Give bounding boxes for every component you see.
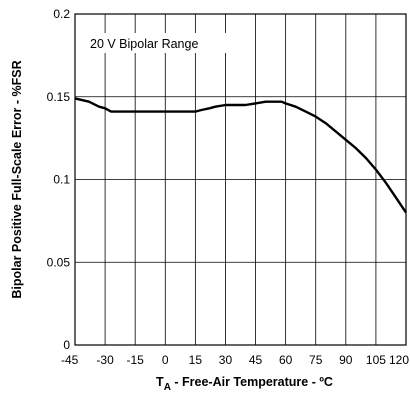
y-axis-title: Bipolar Positive Full-Scale Error - %FSR [10, 60, 24, 298]
x-tick-label: 60 [279, 353, 293, 367]
x-tick-label: 105 [366, 353, 386, 367]
series-layer [74, 97, 407, 214]
x-axis-title-subscript: A [164, 382, 171, 393]
x-tick-label: 0 [162, 353, 169, 367]
x-tick-label: 30 [219, 353, 233, 367]
plot-frame [74, 13, 407, 346]
y-tick-labels: 0 0.05 0.1 0.15 0.2 [47, 7, 71, 352]
x-axis-title-rest: - Free-Air Temperature - ºC [171, 375, 333, 389]
y-tick-label: 0.2 [53, 7, 70, 21]
x-tick-label: 120 [389, 353, 409, 367]
x-tick-label: -15 [127, 353, 145, 367]
series-line [74, 97, 407, 214]
annotation-label: 20 V Bipolar Range [90, 37, 198, 51]
x-tick-label: 15 [189, 353, 203, 367]
y-tick-label: 0.05 [47, 255, 71, 269]
x-tick-label: -45 [61, 353, 79, 367]
annotation-background [84, 33, 236, 53]
y-tick-label: 0 [63, 338, 70, 352]
x-tick-labels: -45 -30 -15 0 15 30 45 60 75 90 105 120 [61, 353, 409, 367]
x-tick-label: 90 [339, 353, 353, 367]
y-tick-label: 0.15 [47, 90, 71, 104]
x-axis-title: TA - Free-Air Temperature - ºC [156, 375, 333, 393]
x-tick-label: -30 [96, 353, 114, 367]
grid-layer [74, 13, 407, 346]
x-tick-label: 75 [309, 353, 323, 367]
x-axis-title-main: T [156, 375, 164, 389]
y-tick-label: 0.1 [53, 173, 70, 187]
x-tick-label: 45 [249, 353, 263, 367]
